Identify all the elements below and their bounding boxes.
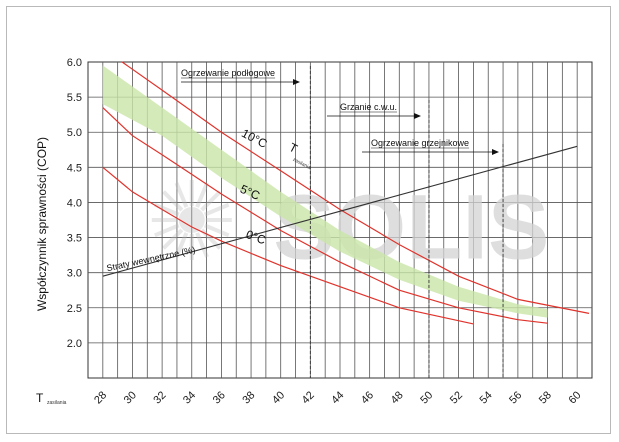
- ref-label-42: Ogrzewanie podłogowe: [181, 68, 275, 78]
- x-tick-label: 30: [122, 389, 139, 406]
- x-tick-label: 60: [566, 389, 583, 406]
- x-tick-label: 44: [329, 389, 346, 406]
- sun-ray: [162, 190, 184, 212]
- label-straty: Straty wewnętrzne (%): [106, 245, 197, 274]
- y-axis-label: Współczynnik sprawności (COP): [35, 137, 49, 311]
- sun-ray: [154, 223, 180, 238]
- arrow-right-icon: [293, 79, 300, 85]
- y-tick-label: 2.5: [67, 303, 82, 315]
- x-tick-label: 40: [270, 389, 287, 406]
- y-tick-label: 5.0: [67, 127, 82, 139]
- sun-ray: [154, 202, 180, 217]
- x-tick-label: 48: [389, 389, 406, 406]
- x-tick-label: 42: [300, 389, 317, 406]
- x-tick-label: 50: [418, 389, 435, 406]
- x-tick-label: 56: [507, 389, 524, 406]
- ref-label-50: Grzanie c.w.u.: [340, 102, 397, 112]
- x-tick-label: 38: [240, 389, 257, 406]
- y-tick-label: 4.0: [67, 197, 82, 209]
- x-axis-label-sub: zasilania: [47, 400, 67, 406]
- label-10c-sub: zasilania: [292, 157, 312, 172]
- x-tick-label: 36: [211, 389, 228, 406]
- y-tick-label: 3.0: [67, 268, 82, 280]
- y-tick-label: 5.5: [67, 92, 82, 104]
- y-tick-label: 2.0: [67, 338, 82, 350]
- sun-ray: [162, 228, 184, 250]
- sun-ray: [174, 182, 189, 208]
- cop-line-5c: [102, 107, 548, 324]
- ref-label-55: Ogrzewanie grzejnikowe: [371, 138, 469, 148]
- reference-lines: [309, 66, 504, 378]
- sun-ray: [195, 182, 209, 208]
- watermark: SOLIS: [151, 177, 549, 279]
- sun-ray: [195, 232, 209, 258]
- y-tick-label: 3.5: [67, 233, 82, 245]
- x-tick-label: 34: [181, 389, 198, 406]
- cop-line-0c: [102, 166, 474, 325]
- cop-line-10c: [121, 61, 590, 314]
- y-tick-label: 4.5: [67, 162, 82, 174]
- sun-core: [178, 207, 205, 233]
- series-lines: [102, 61, 590, 325]
- arrow-right-icon: [414, 113, 421, 119]
- x-axis-label: T: [36, 391, 44, 405]
- y-tick-label: 6.0: [67, 57, 82, 69]
- arrow-right-icon: [492, 149, 499, 155]
- x-tick-label: 52: [448, 389, 465, 406]
- x-tick-label: 58: [537, 389, 554, 406]
- label-10c-t: T: [287, 140, 301, 156]
- sun-ray: [174, 232, 189, 258]
- sun-ray: [203, 223, 230, 238]
- x-tick-label: 28: [92, 389, 109, 406]
- x-tick-label: 54: [478, 389, 495, 406]
- label-0c: 0°C: [244, 227, 268, 247]
- sun-ray: [200, 190, 222, 212]
- straty-line: [102, 145, 578, 277]
- x-tick-label: 46: [359, 389, 376, 406]
- x-tick-label: 32: [151, 389, 168, 406]
- sun-ray: [203, 202, 230, 217]
